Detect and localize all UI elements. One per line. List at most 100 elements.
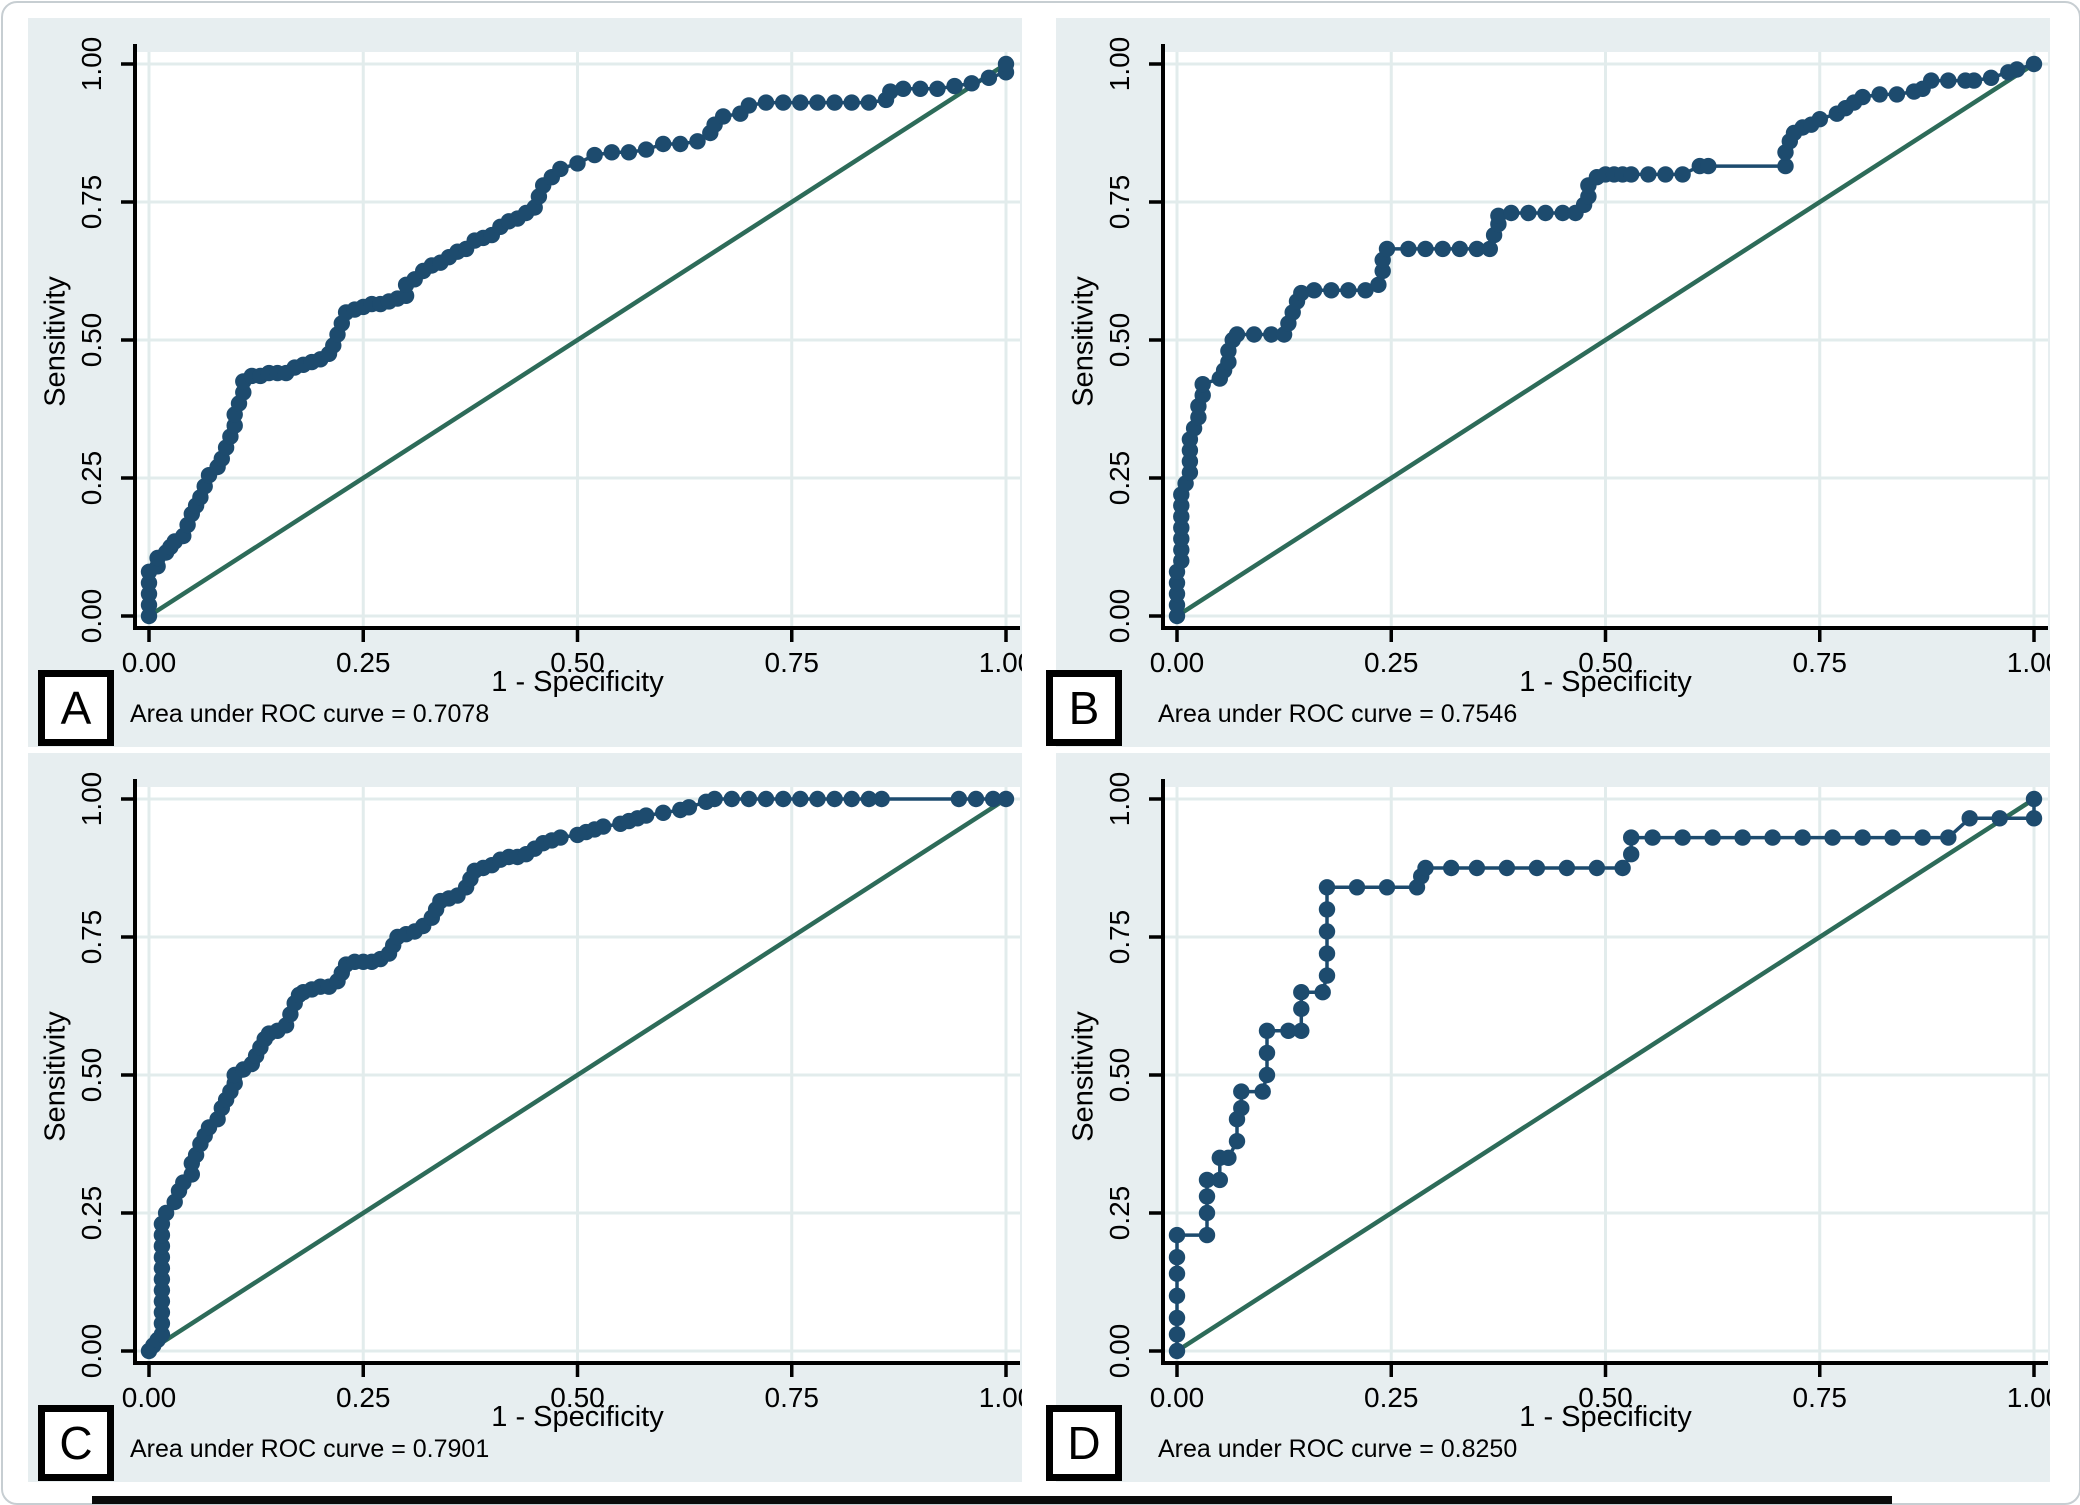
- roc-point: [1378, 879, 1396, 896]
- panel-label-box-d: D: [1046, 1405, 1122, 1481]
- x-tick-label: 1.00: [2007, 1382, 2050, 1413]
- roc-point: [740, 790, 758, 808]
- y-tick-label: 0.75: [1104, 175, 1135, 230]
- y-tick-label: 0.50: [1104, 1048, 1135, 1103]
- roc-point: [1233, 1099, 1250, 1117]
- y-tick-label: 0.75: [1104, 910, 1135, 965]
- roc-point: [1777, 157, 1794, 175]
- roc-point: [1348, 879, 1366, 896]
- roc-point: [655, 135, 672, 153]
- x-tick-label: 0.50: [1578, 647, 1633, 678]
- roc-markers: [1168, 790, 2043, 1360]
- roc-point: [689, 133, 706, 150]
- auc-annotation-d: Area under ROC curve = 0.8250: [1158, 1435, 1518, 1463]
- roc-point: [157, 1204, 175, 1222]
- roc-point: [2025, 810, 2043, 827]
- y-tick-label: 1.00: [76, 37, 107, 92]
- x-tick-label: 0.25: [1364, 647, 1419, 678]
- roc-point: [775, 790, 792, 808]
- roc-point: [997, 55, 1015, 73]
- roc-point: [603, 144, 620, 161]
- roc-point: [1640, 166, 1657, 183]
- roc-point: [895, 80, 912, 97]
- roc-point: [843, 94, 860, 111]
- roc-point: [1293, 1000, 1310, 1017]
- roc-point: [1305, 282, 1323, 299]
- roc-point: [1220, 1149, 1237, 1166]
- roc-point: [1443, 859, 1460, 877]
- roc-point: [997, 790, 1015, 808]
- x-tick-labels: 0.00 0.25 0.50 0.75 1.00: [122, 1382, 1022, 1413]
- roc-point: [637, 141, 655, 158]
- gridlines: [1163, 787, 2048, 1363]
- roc-point: [1704, 829, 1721, 846]
- roc-panel-a: 0.00 0.25 0.50 0.75 1.00 0.00 0.25 0.50 0.75 1.00…: [28, 18, 1022, 747]
- roc-point: [826, 94, 843, 111]
- roc-panel-b: 0.00 0.25 0.50 0.75 1.00 0.00 0.25 0.50 0.75 1.00…: [1046, 18, 2050, 747]
- roc-point: [1451, 240, 1468, 258]
- roc-point: [569, 155, 586, 172]
- roc-point: [1318, 945, 1336, 962]
- roc-point: [1481, 240, 1498, 258]
- x-tick-label: 0.75: [1793, 647, 1848, 678]
- roc-point: [792, 94, 809, 111]
- roc-point: [1811, 111, 1828, 128]
- x-tick-labels: 0.00 0.25 0.50 0.75 1.00: [122, 647, 1022, 678]
- y-tick-label: 0.75: [76, 175, 107, 230]
- reference-line: [147, 62, 1008, 618]
- roc-point: [1520, 204, 1537, 222]
- x-axis-label-c: 1 - Specificity: [491, 1401, 664, 1433]
- roc-point: [655, 804, 672, 821]
- roc-point: [1245, 326, 1263, 343]
- roc-point: [1168, 1342, 1186, 1360]
- y-axis-label-b: Sensitivity: [1067, 276, 1100, 407]
- roc-point: [1323, 282, 1340, 299]
- roc-point: [1258, 1066, 1276, 1084]
- roc-point: [1168, 1265, 1186, 1282]
- panel-label-box-c: C: [38, 1405, 114, 1481]
- x-tick-label: 0.00: [1150, 1382, 1205, 1413]
- roc-point: [873, 790, 890, 808]
- roc-point: [757, 94, 775, 111]
- roc-point: [1940, 829, 1957, 846]
- roc-point: [2025, 55, 2043, 73]
- roc-point: [1228, 1133, 1246, 1150]
- roc-point: [1198, 1188, 1216, 1205]
- roc-point: [1674, 166, 1691, 183]
- x-tick-label: 0.25: [1364, 1382, 1419, 1413]
- roc-point: [1198, 1204, 1216, 1222]
- x-tick-label: 0.00: [122, 1382, 177, 1413]
- y-tick-label: 0.75: [76, 910, 107, 965]
- roc-point: [1168, 1287, 1186, 1304]
- y-tick-label: 0.50: [1104, 313, 1135, 368]
- roc-point: [1490, 207, 1507, 224]
- x-tick-label: 0.75: [765, 647, 820, 678]
- roc-markers: [140, 790, 1015, 1360]
- reference-line: [1175, 62, 2036, 618]
- roc-point: [963, 75, 980, 92]
- roc-point: [882, 83, 899, 100]
- roc-point: [1734, 829, 1751, 846]
- auc-annotation-b: Area under ROC curve = 0.7546: [1158, 700, 1518, 728]
- roc-markers: [140, 55, 1015, 625]
- y-tick-labels: 0.00 0.25 0.50 0.75 1.00: [1104, 772, 1135, 1379]
- roc-point: [1674, 829, 1691, 846]
- roc-point: [672, 135, 689, 153]
- y-tick-label: 0.00: [76, 589, 107, 644]
- x-tick-labels: 0.00 0.25 0.50 0.75 1.00: [1150, 1382, 2050, 1413]
- roc-point: [1168, 1226, 1186, 1244]
- roc-point: [967, 790, 985, 808]
- roc-panel-d: 0.00 0.25 0.50 0.75 1.00 0.00 0.25 0.50 0.75 1.00…: [1046, 753, 2050, 1482]
- roc-point: [1468, 240, 1486, 258]
- roc-plot-b: 0.00 0.25 0.50 0.75 1.00 0.00 0.25 0.50 0.75 1.00: [1104, 37, 2050, 678]
- roc-point: [1378, 240, 1396, 258]
- roc-point: [1614, 859, 1631, 877]
- roc-point: [552, 160, 569, 178]
- roc-point: [1537, 204, 1554, 222]
- y-tick-label: 1.00: [1104, 772, 1135, 827]
- roc-point: [723, 790, 740, 808]
- roc-markers: [1168, 55, 2043, 625]
- y-tick-label: 0.00: [1104, 589, 1135, 644]
- panel-label-box-b: B: [1046, 670, 1122, 746]
- x-tick-label: 1.00: [979, 1382, 1022, 1413]
